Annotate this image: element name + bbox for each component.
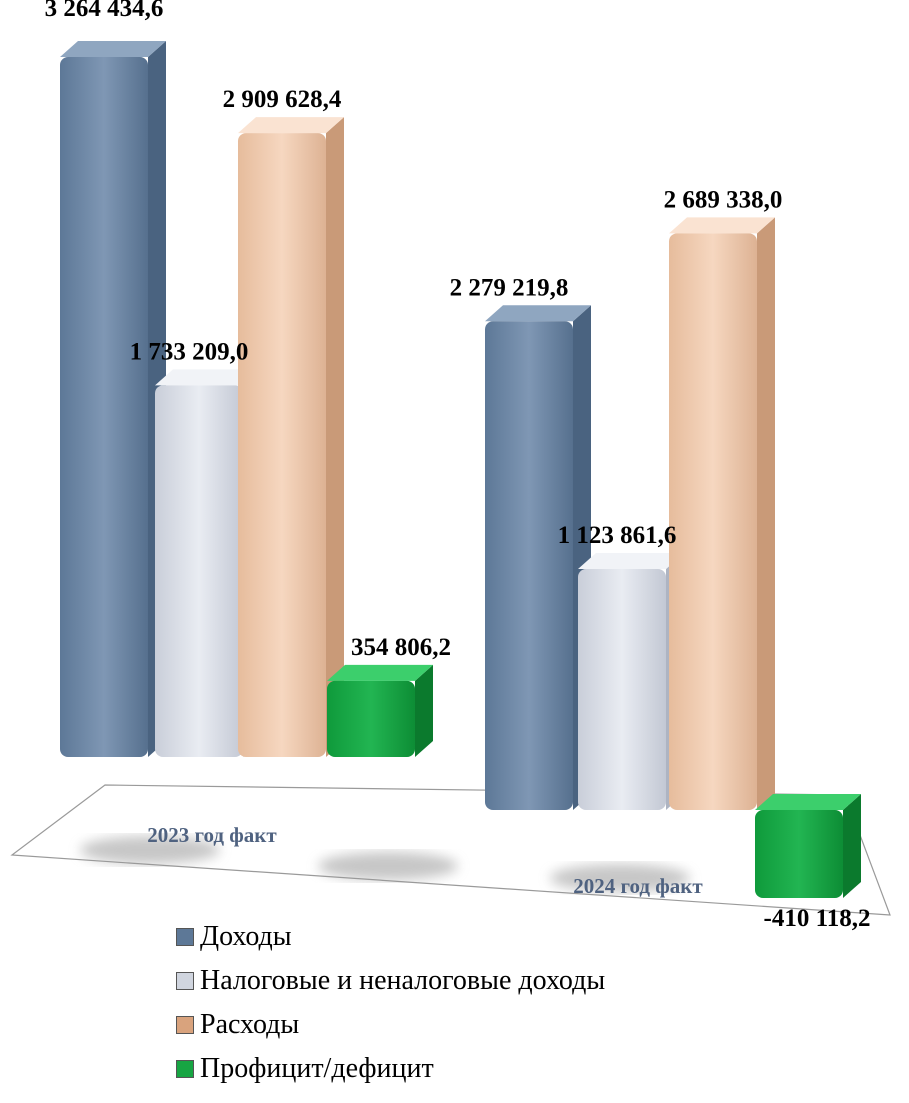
data-label: -410 118,2 <box>764 905 871 932</box>
data-label: 2 909 628,4 <box>223 86 342 113</box>
legend-item-tax-income: Налоговые и неналоговые доходы <box>176 959 605 1003</box>
bar <box>238 117 344 757</box>
legend-label: Профицит/дефицит <box>200 1053 434 1084</box>
data-label: 1 123 861,6 <box>558 522 677 549</box>
data-label: 2 689 338,0 <box>664 186 783 213</box>
legend-item-expenses: Расходы <box>176 1003 605 1047</box>
category-label: 2024 год факт <box>573 874 703 898</box>
floor-shadow <box>318 852 458 880</box>
legend-swatch <box>176 972 194 990</box>
legend-swatch <box>176 1060 194 1078</box>
legend-item-balance: Профицит/дефицит <box>176 1047 605 1091</box>
legend-label: Расходы <box>200 1009 300 1040</box>
data-label: 2 279 219,8 <box>450 274 569 301</box>
chart-legend: Доходы Налоговые и неналоговые доходы Ра… <box>176 915 605 1091</box>
bar <box>60 41 166 757</box>
legend-label: Доходы <box>200 921 292 952</box>
floor-shadow <box>80 836 220 864</box>
bar <box>755 794 861 898</box>
data-label: 3 264 434,6 <box>45 0 164 22</box>
legend-swatch <box>176 928 194 946</box>
category-label: 2023 год факт <box>147 823 277 847</box>
legend-item-income: Доходы <box>176 915 605 959</box>
bar <box>327 664 433 757</box>
bar <box>578 553 684 810</box>
legend-swatch <box>176 1016 194 1034</box>
floor-shadow <box>550 864 690 892</box>
data-label: 354 806,2 <box>351 634 451 661</box>
bar <box>485 305 591 810</box>
bar <box>669 217 775 811</box>
legend-label: Налоговые и неналоговые доходы <box>200 965 606 996</box>
data-label: 1 733 209,0 <box>130 338 249 365</box>
